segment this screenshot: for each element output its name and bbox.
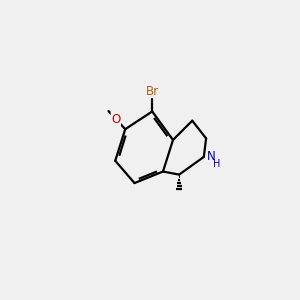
Text: O: O — [111, 112, 121, 125]
Text: N: N — [207, 150, 216, 164]
Text: Br: Br — [146, 85, 159, 98]
Text: H: H — [213, 159, 220, 169]
